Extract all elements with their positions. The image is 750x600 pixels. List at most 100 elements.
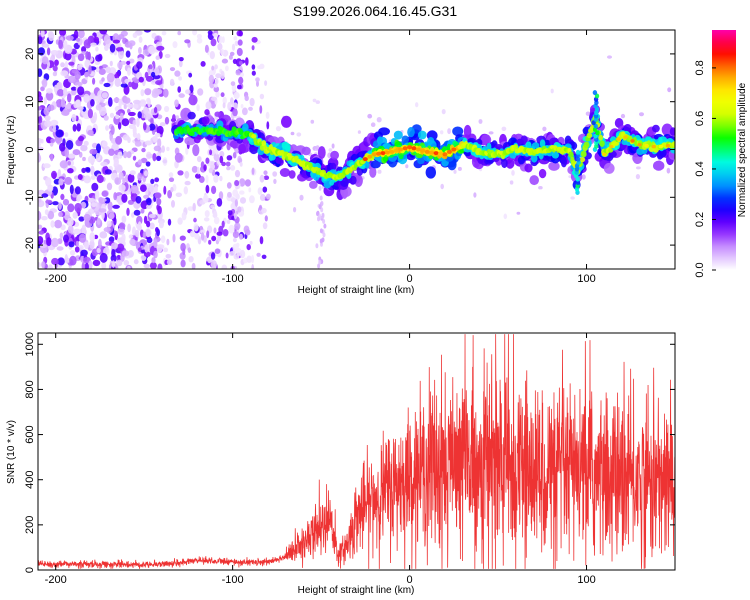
spectrogram-cell	[261, 140, 267, 147]
spectrogram-cell	[529, 175, 539, 186]
spectrogram-cell	[665, 143, 671, 148]
spectrogram-cell	[595, 130, 600, 136]
colorbar-tick-label: 0.6	[694, 111, 706, 126]
spectrogram-cell	[232, 237, 237, 243]
colorbar-tick-label: 0.0	[694, 262, 706, 277]
spectrogram-cell	[59, 232, 64, 239]
spectrogram-cell	[238, 60, 243, 66]
spectrogram-cell	[44, 120, 52, 128]
spectrogram-cell	[83, 140, 89, 147]
spectrogram-cell	[202, 194, 209, 203]
spectrogram-cell	[76, 196, 81, 202]
spectrogram-cell	[261, 207, 267, 214]
spectrogram-cell	[107, 201, 113, 211]
spectrogram-cell	[145, 161, 151, 167]
spectrogram-cell	[210, 38, 217, 47]
spectrogram-cell	[239, 190, 245, 195]
spectrogram-cell	[251, 254, 255, 264]
spectrogram-cell	[188, 94, 198, 106]
spectrogram-cell	[172, 41, 178, 49]
spectrogram-cell	[159, 84, 164, 89]
spectrogram-cell	[174, 99, 179, 108]
spectrogram-cell	[580, 150, 587, 158]
spectrogram-cell	[452, 126, 464, 137]
spectrogram-cell	[248, 106, 253, 111]
spectrogram-x-tick-label: -100	[222, 273, 244, 285]
spectrogram-cell	[137, 159, 143, 165]
spectrogram-cell	[92, 259, 101, 267]
spectrogram-cell	[143, 194, 150, 199]
spectrogram-cell	[153, 250, 158, 259]
spectrogram-cell	[121, 250, 130, 257]
spectrogram-x-tick-label: 0	[407, 273, 413, 285]
spectrogram-cell	[74, 246, 80, 253]
spectrogram-cell	[195, 173, 201, 179]
spectrogram-cell	[121, 233, 126, 242]
spectrogram-cell	[362, 157, 368, 162]
spectrogram-cell	[87, 108, 93, 119]
spectrogram-cell	[51, 237, 59, 248]
spectrogram-cell	[233, 212, 238, 220]
spectrogram-cell	[200, 61, 206, 67]
spectrogram-cell	[138, 36, 143, 43]
spectrogram-cell	[228, 54, 233, 60]
spectrogram-cell	[288, 170, 296, 179]
spectrogram-cell	[244, 95, 249, 102]
spectrogram-cell	[187, 206, 194, 211]
spectrogram-cell	[108, 236, 115, 243]
spectrogram-cell	[174, 70, 181, 77]
spectrogram-cell	[65, 140, 74, 150]
spectrogram-cell	[99, 231, 108, 239]
spectrogram-cell	[230, 165, 236, 171]
spectrogram-cell	[45, 177, 52, 187]
spectrogram-cell	[80, 249, 88, 257]
spectrogram-cell	[62, 198, 70, 206]
spectrogram-cell	[96, 247, 101, 254]
spectrogram-cell	[43, 96, 47, 105]
spectrogram-cell	[48, 31, 55, 42]
spectrogram-cell	[328, 148, 333, 152]
spectrogram-cell	[126, 67, 131, 76]
spectrogram-cell	[72, 149, 81, 156]
spectrogram-cell	[88, 65, 92, 75]
spectrogram-cell	[112, 204, 120, 209]
spectrogram-cell	[143, 263, 151, 269]
spectrogram-cell	[60, 193, 65, 200]
spectrogram-cell	[192, 144, 200, 157]
colorbar-tick-label: 0.2	[694, 212, 706, 227]
spectrogram-cell	[134, 229, 140, 238]
spectrogram-cell	[219, 175, 223, 182]
spectrogram-cell	[200, 229, 205, 234]
spectrogram-cell	[235, 69, 241, 76]
spectrogram-cell	[40, 86, 45, 92]
spectrogram-cell	[188, 256, 194, 263]
spectrogram-cell	[83, 39, 92, 49]
spectrogram-cell	[215, 78, 219, 85]
colorbar-tick-label: 0.8	[694, 60, 706, 75]
spectrogram-cell	[42, 163, 51, 169]
spectrogram-cell	[226, 182, 232, 189]
spectrogram-cell	[164, 53, 171, 59]
spectrogram-cell	[156, 204, 160, 211]
spectrogram-cell	[179, 235, 186, 241]
spectrogram-cell	[296, 132, 302, 137]
spectrogram-cell	[44, 209, 49, 216]
spectrogram-cell	[116, 259, 123, 267]
spectrogram-cell	[72, 211, 78, 219]
spectrogram-cell	[50, 153, 54, 162]
spectrogram-cell	[242, 123, 249, 132]
spectrogram-cell	[145, 229, 151, 238]
spectrogram-cell	[602, 152, 607, 157]
spectrogram-cell	[99, 252, 108, 263]
spectrogram-cell	[630, 139, 635, 143]
spectrogram-cell	[244, 229, 251, 236]
spectrogram-cell	[198, 176, 205, 183]
spectrogram-cell	[639, 112, 644, 117]
spectrogram-cell	[234, 199, 238, 207]
spectrogram-cell	[146, 153, 155, 158]
spectrogram-cell	[133, 259, 139, 265]
spectrogram-cell	[57, 169, 62, 177]
spectrogram-cell	[63, 87, 68, 97]
spectrogram-cell	[218, 191, 224, 200]
spectrogram-cell	[258, 204, 263, 211]
